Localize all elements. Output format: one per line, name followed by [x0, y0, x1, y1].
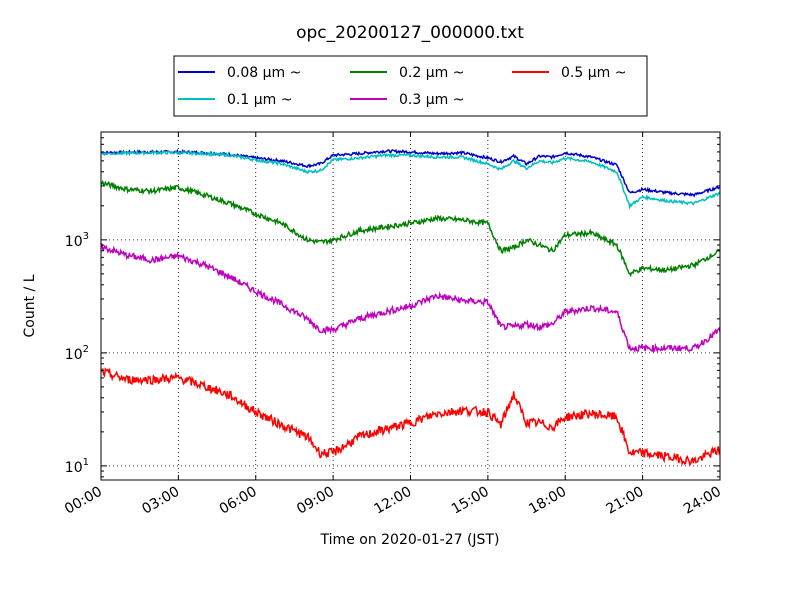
legend-label-1: 0.1 μm ~: [227, 92, 292, 108]
y-tick-base: 10: [65, 347, 83, 363]
legend-label-3: 0.3 μm ~: [399, 92, 464, 108]
y-axis-label: Count / L: [22, 274, 38, 337]
series-line-2: [100, 179, 721, 278]
series-line-0: [100, 148, 721, 198]
series-line-4: [100, 367, 721, 467]
y-tick-exponent: 1: [83, 457, 89, 468]
y-tick-label: 103: [65, 231, 89, 250]
legend-label-4: 0.5 μm ~: [561, 65, 626, 81]
chart-title: opc_20200127_000000.txt: [296, 23, 524, 43]
y-tick-base: 10: [65, 234, 83, 250]
series-line-1: [100, 150, 721, 210]
y-tick-base: 10: [65, 460, 83, 476]
series-line-3: [100, 242, 721, 354]
legend-box: [173, 55, 648, 117]
y-tick-label: 101: [65, 457, 89, 476]
legend: 0.08 μm ~ 0.1 μm ~ 0.2 μm ~ 0.3 μm ~ 0.5 μm …: [173, 55, 648, 117]
series-layer: [100, 148, 721, 467]
x-axis-label: Time on 2020-01-27 (JST): [320, 532, 500, 548]
y-tick-exponent: 2: [83, 344, 89, 355]
legend-label-2: 0.2 μm ~: [399, 65, 464, 81]
y-tick-exponent: 3: [83, 231, 89, 242]
legend-label-0: 0.08 μm ~: [227, 65, 301, 81]
y-tick-label: 102: [65, 344, 89, 363]
